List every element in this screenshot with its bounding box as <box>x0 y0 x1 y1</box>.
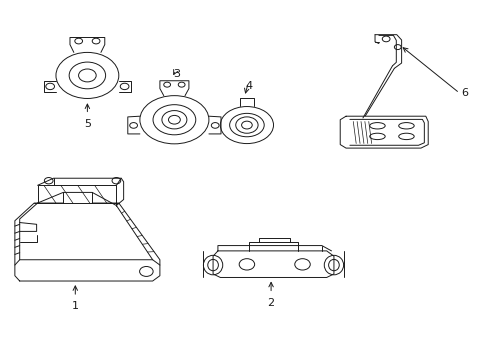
Text: 5: 5 <box>84 119 91 129</box>
Text: 6: 6 <box>460 88 467 98</box>
Text: 3: 3 <box>173 69 180 79</box>
Text: 1: 1 <box>72 301 79 311</box>
Text: 2: 2 <box>267 298 274 308</box>
Text: 4: 4 <box>245 81 252 91</box>
